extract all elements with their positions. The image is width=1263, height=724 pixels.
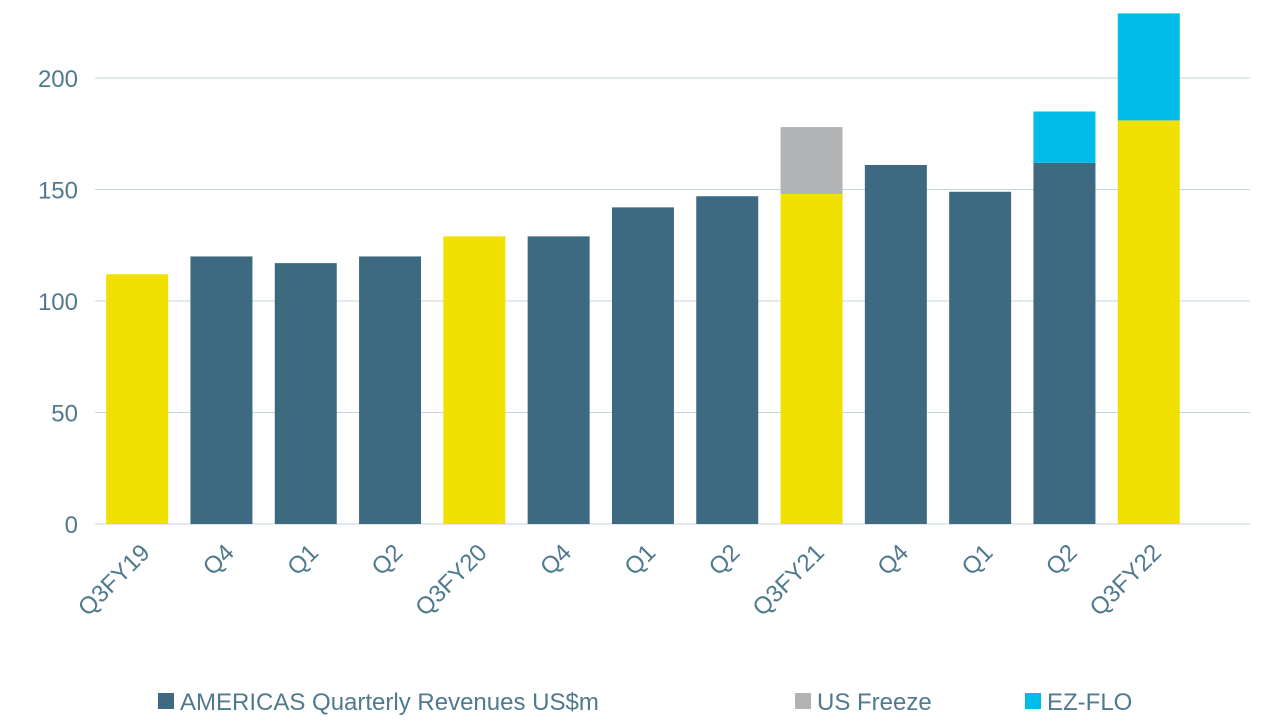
x-tick-label: Q4: [198, 539, 240, 581]
x-tick-label: Q3FY20: [410, 539, 492, 621]
bar-segment: [443, 236, 506, 524]
legend-label: AMERICAS Quarterly Revenues US$m: [180, 689, 599, 716]
x-tick-label: Q2: [367, 539, 409, 581]
x-tick-label: Q3FY21: [747, 539, 829, 621]
legend-swatch: [158, 693, 174, 709]
legend-swatch: [795, 693, 811, 709]
legend-swatch: [1025, 693, 1041, 709]
x-tick-label: Q1: [957, 539, 999, 581]
y-tick-label: 150: [38, 178, 78, 205]
x-tick-label: Q1: [282, 539, 324, 581]
y-tick-label: 100: [38, 289, 78, 316]
bar-segment: [1033, 162, 1096, 524]
x-tick-label: Q2: [704, 539, 746, 581]
legend-label: US Freeze: [817, 689, 932, 716]
bar-segment: [106, 274, 169, 524]
bar-segment: [1033, 111, 1096, 163]
bar-segment: [527, 236, 590, 524]
y-tick-label: 0: [65, 512, 78, 539]
bar-segment: [190, 256, 253, 524]
bar-segment: [274, 263, 337, 524]
bar-segment: [949, 191, 1012, 524]
x-tick-label: Q4: [872, 539, 914, 581]
bar-segment: [1117, 120, 1180, 524]
y-tick-label: 50: [51, 401, 78, 428]
y-tick-label: 200: [38, 66, 78, 93]
bar-segment: [359, 256, 422, 524]
x-tick-label: Q3FY19: [73, 539, 155, 621]
bar-segment: [864, 165, 927, 524]
x-tick-label: Q1: [619, 539, 661, 581]
bar-segment: [1117, 13, 1180, 121]
bar-segment: [780, 193, 843, 524]
bar-segment: [780, 127, 843, 194]
x-tick-label: Q2: [1041, 539, 1083, 581]
x-tick-label: Q4: [535, 539, 577, 581]
legend-label: EZ-FLO: [1047, 689, 1132, 716]
bar-segment: [696, 196, 759, 524]
bar-segment: [611, 207, 674, 524]
x-tick-label: Q3FY22: [1085, 539, 1167, 621]
